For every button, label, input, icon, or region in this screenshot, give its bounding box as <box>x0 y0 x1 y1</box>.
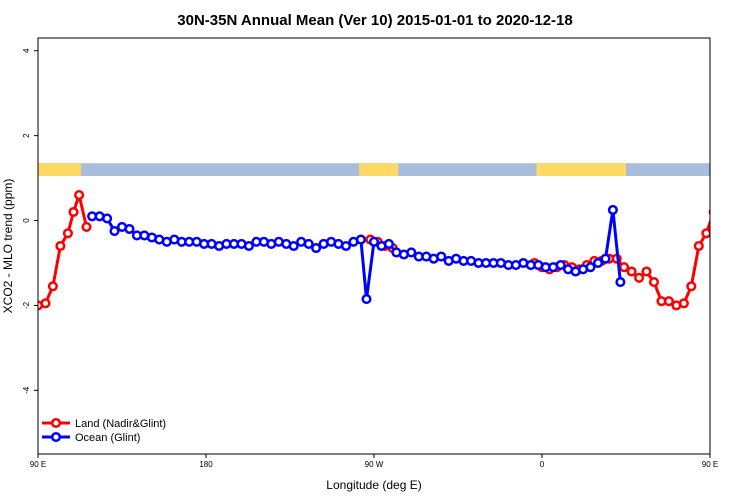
data-point <box>102 213 113 224</box>
x-axis: 90 E 180 90 W 0 90 E <box>30 454 718 469</box>
data-point <box>74 190 85 201</box>
data-point <box>693 240 704 252</box>
data-point <box>641 266 652 277</box>
legend: Land (Nadir&Glint) Ocean (Glint) <box>42 417 166 444</box>
land-mask-segment <box>38 163 81 176</box>
y-axis-label: XCO2 - MLO trend (ppm) <box>1 179 15 314</box>
data-point <box>663 296 674 307</box>
data-point <box>62 228 73 239</box>
data-point <box>585 262 596 273</box>
series-ocean <box>87 204 626 305</box>
data-point <box>717 191 725 199</box>
data-point <box>619 262 630 273</box>
data-point <box>648 277 660 288</box>
data-point <box>81 221 92 232</box>
legend-label-ocean: Ocean (Glint) <box>75 432 140 444</box>
data-point <box>701 228 710 239</box>
data-point <box>600 253 611 264</box>
x-tick-label: 0 <box>540 460 545 469</box>
land-mask-segment <box>359 163 399 176</box>
x-tick-label: 90 W <box>365 460 384 469</box>
chart-title: 30N-35N Annual Mean (Ver 10) 2015-01-01 … <box>177 12 572 29</box>
data-point <box>626 266 637 277</box>
data-point <box>383 238 394 249</box>
series-line <box>92 208 622 301</box>
data-point <box>55 240 66 252</box>
data-point <box>124 223 135 235</box>
data-point <box>311 243 322 254</box>
data-point <box>109 226 120 237</box>
x-tick-label: 90 E <box>702 460 718 469</box>
y-tick-label: -2 <box>22 301 31 309</box>
x-tick-label: 90 E <box>30 460 46 469</box>
data-point <box>406 247 417 258</box>
data-point <box>436 251 447 262</box>
y-axis: -4 -2 0 2 4 <box>22 48 38 394</box>
data-point <box>615 277 626 288</box>
x-axis-label: Longitude (deg E) <box>326 478 421 492</box>
data-point <box>708 208 710 216</box>
legend-marker-land <box>50 417 62 429</box>
legend-marker-ocean <box>50 431 62 443</box>
data-point <box>592 257 604 269</box>
data-point <box>725 223 733 231</box>
data-point <box>555 260 566 271</box>
x-tick-label: 180 <box>199 460 213 469</box>
data-point <box>355 234 366 245</box>
data-point <box>607 204 618 215</box>
data-point <box>340 240 352 252</box>
data-point <box>243 240 254 252</box>
data-point <box>678 298 689 309</box>
data-point <box>303 238 314 249</box>
legend-label-land: Land (Nadir&Glint) <box>75 418 166 430</box>
land-mask-segment <box>536 163 626 176</box>
data-point <box>40 298 51 309</box>
data-point <box>686 281 697 292</box>
y-tick-label: 0 <box>22 218 31 223</box>
series-layer <box>38 190 733 311</box>
data-point <box>68 206 79 218</box>
y-tick-label: -4 <box>22 386 31 394</box>
data-point <box>634 272 645 283</box>
data-point <box>361 294 372 305</box>
data-point <box>368 236 380 247</box>
land-ocean-mask <box>38 163 710 176</box>
y-tick-label: 4 <box>22 48 31 53</box>
y-tick-label: 2 <box>22 133 31 138</box>
data-point <box>288 240 299 252</box>
data-point <box>47 281 58 292</box>
